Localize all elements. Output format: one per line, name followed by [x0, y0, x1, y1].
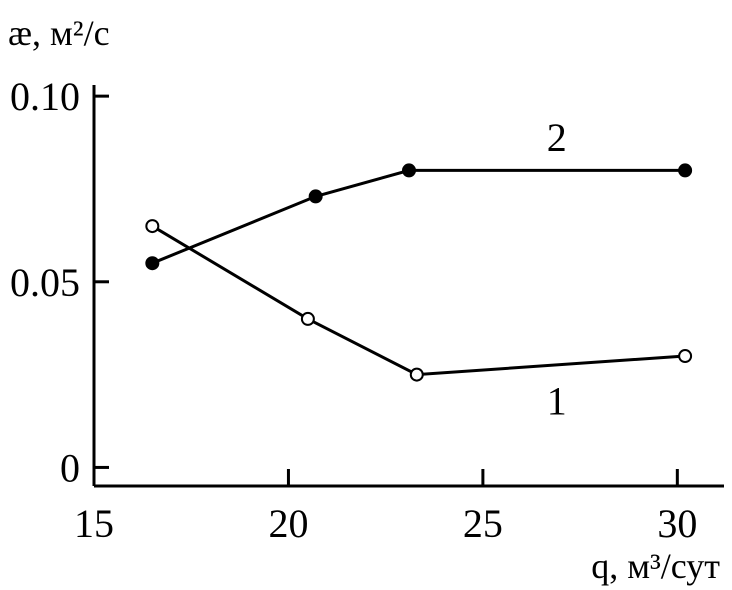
series-1-point [409, 367, 424, 382]
y-tick-label: 0.05 [10, 260, 80, 305]
series-1-point [145, 219, 160, 234]
x-tick-label: 30 [657, 501, 697, 546]
series-2-line [151, 168, 686, 265]
series-1-line [151, 224, 686, 377]
y-tick-label: 0.10 [10, 74, 80, 119]
x-axis-title: q, м³/сут [591, 546, 720, 586]
series-2-label: 2 [547, 115, 567, 160]
series-1-label: 1 [547, 379, 567, 424]
y-axis-title: æ, м²/с [8, 13, 110, 53]
series-1-point [678, 349, 693, 364]
x-tick-label: 15 [74, 501, 114, 546]
series-2-point [145, 256, 160, 271]
x-tick-label: 25 [463, 501, 503, 546]
series-2-point [678, 163, 693, 178]
y-tick-label: 0 [60, 445, 80, 490]
series-layer [145, 163, 693, 382]
labels-layer: 15 20 25 30 0 0.05 0.10 æ, м²/с q, м³/сут 1 2 [8, 13, 720, 586]
series-2-point [308, 189, 323, 204]
axes [92, 85, 724, 488]
series-1-point [300, 311, 315, 326]
series-2-point [402, 163, 416, 178]
x-tick-label: 20 [268, 501, 308, 546]
